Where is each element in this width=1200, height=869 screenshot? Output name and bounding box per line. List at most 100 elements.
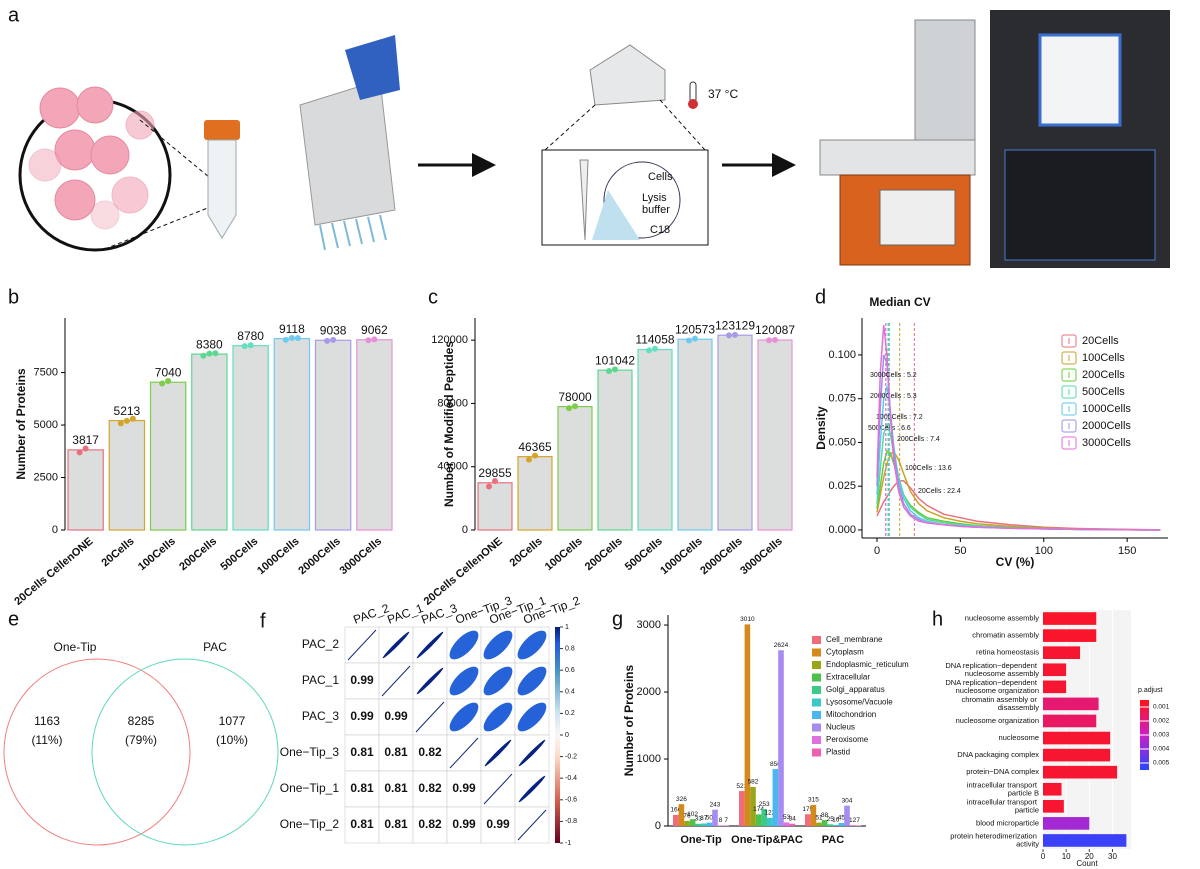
value-label: 37 (700, 815, 708, 822)
bar (695, 823, 701, 826)
x-tick-label: 0 (1041, 852, 1046, 861)
replicate-point (732, 331, 738, 338)
text-line: nucleosome assembly (965, 669, 1039, 678)
colorbar (555, 627, 560, 843)
bar (678, 804, 685, 826)
y-tick-label: 0.075 (828, 393, 856, 405)
text-line: Lysis (642, 192, 670, 204)
x-tick-label: 20Cells (508, 535, 545, 569)
category-label: nucleosome assembly (965, 614, 1039, 623)
legend-label: Lysosome/Vacuole (826, 698, 893, 707)
bar (1043, 612, 1097, 625)
value-label: 123129 (715, 318, 755, 332)
replicate-point (206, 350, 213, 357)
bar (1043, 782, 1062, 796)
pipette-tips (319, 214, 387, 251)
replicate-point (532, 452, 538, 459)
pipette-grip (345, 35, 400, 100)
cell (480, 806, 516, 844)
bar (778, 650, 784, 826)
legend-key (812, 711, 821, 719)
y-tick-label: 0 (655, 820, 661, 832)
text-line: buffer (642, 204, 670, 216)
replicate-point (572, 403, 578, 410)
value-label: 78000 (558, 390, 592, 404)
category-label: nucleosome (999, 733, 1039, 742)
category-label: retina homeostasis (976, 648, 1039, 657)
replicate-point (159, 380, 166, 387)
replicate-point (282, 336, 289, 343)
region-percent: (10%) (216, 733, 248, 747)
bar (637, 348, 673, 531)
bar (673, 814, 679, 826)
bar (1043, 834, 1127, 847)
bar (67, 449, 104, 531)
replicate-point (247, 342, 254, 349)
category-label: intracellular transport particle (967, 797, 1039, 814)
median-label: 3000Cells : 5.2 (870, 372, 917, 379)
colorbar-label: 0.004 (1153, 746, 1170, 753)
venn-set (91, 658, 279, 846)
x-tick-label: 100Cells (543, 535, 585, 573)
value-label: 2624 (774, 642, 789, 649)
bar (750, 787, 756, 826)
cells (28, 86, 155, 230)
colorbar-label: -0.6 (565, 797, 577, 804)
y-tick-label: 3000 (637, 619, 661, 631)
legend-key (812, 673, 821, 682)
legend-key (812, 636, 821, 644)
y-axis-title: Number of Proteins (622, 665, 636, 777)
colorbar-label: 0.002 (1153, 718, 1170, 725)
legend-label: Cytoplasm (826, 648, 864, 657)
panel-label: h (932, 608, 943, 630)
correlation-ellipse (483, 702, 513, 732)
illustration: 37 °C Cells Lysis buffer C18 (18, 10, 1170, 268)
colorbar-label: 0.2 (565, 710, 575, 717)
y-tick-label: 0.025 (828, 480, 856, 492)
median-label: 200Cells : 7.4 (897, 436, 940, 443)
category-label: DNA replication−dependent nucleosome ass… (945, 661, 1039, 678)
replicate-point (330, 336, 337, 343)
value-label: 46365 (518, 440, 552, 454)
correlation-value: 0.99 (350, 709, 374, 723)
diagonal-line (381, 665, 411, 697)
cell (344, 806, 380, 844)
replicate-point (371, 336, 378, 343)
value-label: 122 (764, 810, 775, 817)
x-tick-label: 2000Cells (698, 535, 745, 577)
x-tick-label: One-Tip (680, 834, 722, 846)
text-line: nucleosome organization (956, 686, 1039, 695)
legend-label: Cell_membrane (826, 635, 883, 644)
bar (739, 791, 745, 826)
bar (1043, 765, 1118, 779)
bar (706, 822, 713, 826)
legend-label: Nucleus (826, 723, 855, 732)
replicate-point (76, 449, 83, 456)
plot-background (1043, 610, 1131, 849)
value-label: 50 (706, 814, 714, 821)
value-label: 3010 (740, 616, 755, 623)
bar (827, 824, 833, 826)
value-label: 102 (687, 811, 698, 818)
correlation-ellipse (517, 702, 547, 732)
value-label: 101042 (595, 353, 635, 367)
correlation-value: 0.82 (418, 745, 442, 759)
thermometer-bulb (688, 99, 698, 109)
x-tick-label: 50 (954, 545, 966, 557)
median-label: 20Cells : 22.4 (918, 488, 961, 495)
bar (1043, 697, 1099, 711)
bar (689, 819, 696, 826)
bar (677, 338, 713, 531)
panel-label: d (815, 286, 826, 308)
correlation-ellipse (518, 775, 546, 803)
colorbar-label: 0.6 (565, 667, 575, 674)
bar (232, 345, 269, 531)
bar (744, 624, 751, 826)
cell (378, 734, 414, 772)
colorbar-label: 0.4 (565, 689, 575, 696)
bar (789, 823, 795, 826)
category-label: DNA replication−dependent nucleosome org… (945, 678, 1039, 695)
replicate-point (726, 332, 732, 339)
replicate-point (123, 417, 130, 424)
replicate-point (772, 336, 778, 343)
